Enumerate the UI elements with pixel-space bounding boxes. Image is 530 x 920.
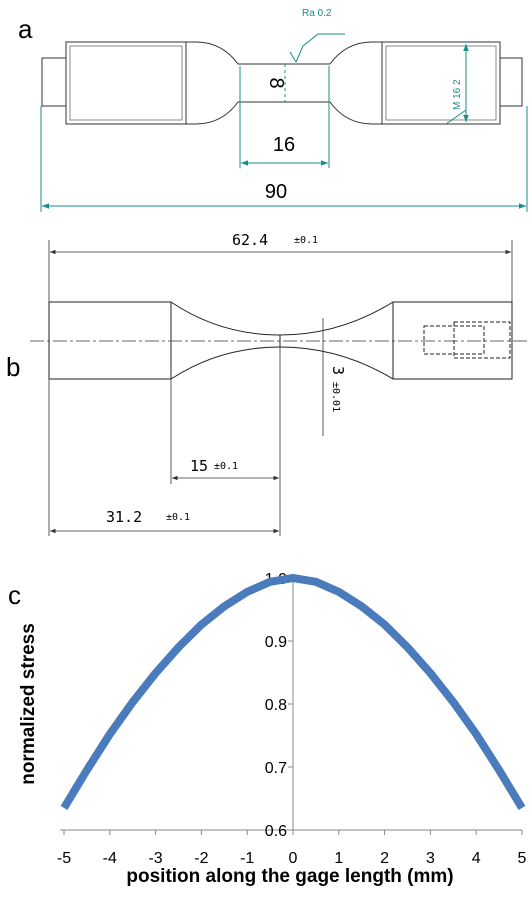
x-tick-label: -5	[57, 850, 71, 867]
specimen-a-drawing	[41, 41, 523, 125]
b-total-length-tol: ±0.1	[294, 235, 318, 246]
stress-curve	[60, 574, 526, 810]
panel-label-b: b	[6, 352, 20, 382]
surface-finish-symbol	[289, 33, 345, 63]
x-tick-label: -1	[240, 850, 254, 867]
panel-b: b 62.4 ±0.1 3 ±0.01 15 ±0.1	[6, 231, 528, 536]
y-tick-label: 0.7	[265, 760, 287, 777]
gage-diameter-a: 8	[265, 77, 287, 88]
chart-ticks: -5 -4 -3 -2 -1 0 1 2 3 4 50.60.70.80.91.0	[57, 571, 527, 867]
x-tick-label: 2	[380, 850, 389, 867]
x-tick-label: -4	[103, 850, 117, 867]
x-tick-label: 4	[472, 850, 481, 867]
x-tick-label: -2	[194, 850, 208, 867]
y-tick-label: 0.9	[265, 634, 287, 651]
x-tick-label: 5	[518, 850, 527, 867]
thread-label: M 16 2	[452, 79, 463, 110]
x-tick-label: 3	[426, 850, 435, 867]
total-length-label: 90	[265, 181, 287, 203]
specimen-b-drawing	[48, 301, 513, 380]
b-half-length-tol: ±0.1	[166, 512, 190, 523]
panel-label-c: c	[8, 580, 21, 610]
b-total-length: 62.4	[232, 231, 268, 249]
b-gage-half-tol: ±0.1	[214, 461, 238, 472]
x-tick-label: 1	[334, 850, 343, 867]
gage-length-label: 16	[273, 134, 295, 156]
b-half-length: 31.2	[106, 508, 142, 526]
y-tick-label: 0.6	[265, 823, 287, 840]
surface-finish-label: Ra 0.2	[302, 8, 332, 19]
thread-leader	[445, 109, 467, 125]
b-thickness-tol: ±0.01	[330, 382, 341, 412]
b-thickness: 3	[329, 366, 347, 375]
chart-ylabel: normalized stress	[18, 623, 39, 785]
x-tick-label: -3	[148, 850, 162, 867]
x-tick-label: 0	[289, 850, 298, 867]
b-gage-half: 15	[190, 457, 208, 475]
panel-a: a 8 Ra 0.2 M 16	[18, 8, 528, 212]
chart-xlabel: position along the gage length (mm)	[126, 866, 453, 887]
y-tick-label: 0.8	[265, 697, 287, 714]
panel-c: c -5 -4 -3 -2 -1 0 1 2 3 4 50.60.70.80.91.0 normal…	[8, 571, 527, 887]
panel-label-a: a	[18, 14, 33, 44]
